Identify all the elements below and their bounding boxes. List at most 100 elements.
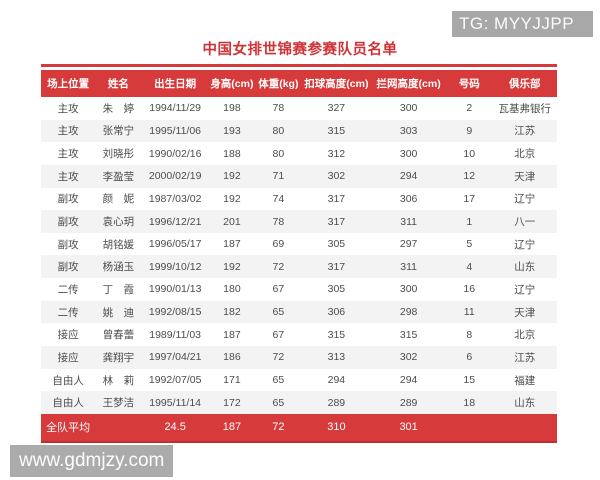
table-cell: 袁心玥 — [102, 216, 135, 229]
table-cell: 1996/05/17 — [148, 238, 202, 251]
table-cell: 192 — [223, 260, 241, 273]
table-cell: 289 — [327, 396, 346, 409]
table-row: 主攻 朱 婷 1994/11/29 198 78 327 300 2 瓦基弗银行 — [41, 97, 557, 120]
column-header-height: 身高(cm) — [210, 78, 254, 90]
table-cell: 294 — [399, 170, 418, 183]
table-cell: 302 — [399, 351, 418, 364]
table-cell: 16 — [463, 283, 476, 296]
table-cell: 1992/07/05 — [148, 374, 202, 386]
table-cell: 1994/11/29 — [149, 102, 202, 115]
table-cell: 江苏 — [514, 351, 536, 364]
table-cell: 副攻 — [57, 216, 79, 229]
table-cell: 306 — [399, 192, 418, 205]
table-row: 接应 龚翔宇 1997/04/21 186 72 313 302 6 江苏 — [41, 346, 557, 369]
table-cell: 71 — [272, 170, 285, 183]
table-cell: 1999/10/12 — [148, 260, 202, 273]
table-cell: 1990/01/13 — [148, 283, 202, 296]
table-cell: 67 — [272, 283, 285, 296]
table-cell: 300 — [399, 147, 418, 160]
column-header-block-height: 拦网高度(cm) — [376, 78, 441, 90]
table-cell: 1990/02/16 — [148, 147, 202, 160]
table-cell: 1 — [466, 215, 473, 228]
table-cell: 福建 — [514, 374, 536, 387]
table-cell: 74 — [272, 192, 285, 205]
table-cell: 朱 婷 — [102, 102, 135, 115]
table-cell: 65 — [272, 396, 285, 409]
table-cell: 1995/11/14 — [149, 396, 202, 409]
column-header-name: 姓名 — [107, 78, 129, 90]
table-cell: 1987/03/02 — [148, 192, 202, 205]
table-cell: 289 — [399, 396, 418, 409]
column-header-club: 俱乐部 — [508, 78, 541, 90]
table-cell: 327 — [327, 102, 346, 115]
footer-cell-avg-height: 187 — [222, 421, 242, 434]
footer-cell-avg-age: 24.5 — [164, 421, 186, 434]
table-cell: 69 — [272, 238, 285, 251]
table-row: 主攻 刘晓彤 1990/02/16 188 80 312 300 10 北京 — [41, 142, 557, 165]
footer-cell-avg-weight: 72 — [272, 421, 285, 434]
table-cell: 78 — [272, 102, 285, 115]
table-cell: 5 — [466, 238, 473, 251]
table-cell: 接应 — [57, 351, 79, 364]
table-cell: 9 — [466, 124, 473, 137]
table-cell: 294 — [399, 374, 418, 386]
table-cell: 305 — [327, 283, 346, 296]
watermark-bottom-left-text: www.gdmjzy.com — [19, 450, 165, 471]
table-cell: 胡铭媛 — [102, 238, 135, 251]
table-row: 主攻 李盈莹 2000/02/19 192 71 302 294 12 天津 — [41, 164, 557, 188]
table-header-row: 场上位置 姓名 出生日期 身高(cm) 体重(kg) 扣球高度(cm) 拦网高度… — [41, 70, 557, 97]
table-cell: 186 — [223, 351, 241, 364]
table-cell: 2 — [466, 102, 473, 115]
table-cell: 317 — [327, 260, 346, 273]
table-row: 主攻 张常宁 1995/11/06 193 80 315 303 9 江苏 — [41, 119, 557, 143]
table-cell: 67 — [272, 328, 285, 341]
table-row: 副攻 颜 妮 1987/03/02 192 74 317 306 17 辽宁 — [41, 187, 557, 211]
table-cell: 4 — [466, 260, 473, 273]
table-cell: 315 — [327, 328, 346, 341]
table-cell: 丁 霞 — [102, 283, 135, 296]
table-cell: 主攻 — [57, 125, 79, 138]
table-cell: 78 — [272, 215, 285, 228]
table-cell: 李盈莹 — [102, 170, 135, 183]
table-body: 主攻朱 婷 1994/11/29 198 78 327 300 2 瓦基弗银行 主攻 张常宁 199… — [41, 97, 557, 414]
table-cell: 辽宁 — [514, 238, 536, 251]
roster-table: 场上位置 姓名 出生日期 身高(cm) 体重(kg) 扣球高度(cm) 拦网高度… — [41, 64, 557, 443]
table-cell: 江苏 — [514, 125, 536, 138]
table-cell: 300 — [399, 283, 418, 296]
table-row: 副攻 杨涵玉 1999/10/12 192 72 317 311 4 山东 — [41, 255, 557, 279]
table-cell: 306 — [327, 306, 346, 319]
table-cell: 65 — [272, 374, 285, 386]
table-cell: 副攻 — [57, 193, 79, 206]
table-cell: 天津 — [514, 306, 536, 319]
table-cell: 313 — [327, 351, 346, 364]
table-cell: 八一 — [514, 216, 536, 229]
table-cell: 自由人 — [52, 397, 84, 410]
table-cell: 二传 — [57, 306, 79, 319]
table-cell: 主攻 — [57, 102, 79, 115]
footer-cell-label: 全队平均 — [46, 422, 91, 435]
table-cell: 12 — [463, 170, 476, 183]
table-cell: 自由人 — [52, 374, 84, 387]
table-cell: 311 — [400, 260, 417, 273]
table-cell: 天津 — [514, 170, 536, 183]
table-cell: 1995/11/06 — [149, 124, 202, 137]
table-cell: 张常宁 — [102, 125, 135, 138]
table-cell: 302 — [327, 170, 346, 183]
table-cell: 北京 — [514, 148, 536, 161]
table-cell: 303 — [399, 124, 418, 137]
table-cell: 曾春蕾 — [102, 329, 135, 342]
table-cell: 311 — [400, 215, 417, 228]
column-header-weight: 体重(kg) — [258, 78, 299, 90]
table-cell: 8 — [466, 328, 473, 341]
table-cell: 林 莉 — [102, 374, 135, 387]
table-cell: 6 — [466, 351, 473, 364]
table-cell: 1996/12/21 — [148, 215, 202, 228]
table-cell: 300 — [399, 102, 418, 115]
table-cell: 瓦基弗银行 — [498, 102, 551, 115]
page-title: 中国女排世锦赛参赛队员名单 — [202, 42, 398, 58]
table-cell: 80 — [272, 124, 285, 137]
table-cell: 201 — [223, 215, 241, 228]
table-cell: 副攻 — [57, 238, 79, 251]
table-cell: 187 — [223, 328, 241, 341]
table-cell: 297 — [399, 238, 418, 251]
